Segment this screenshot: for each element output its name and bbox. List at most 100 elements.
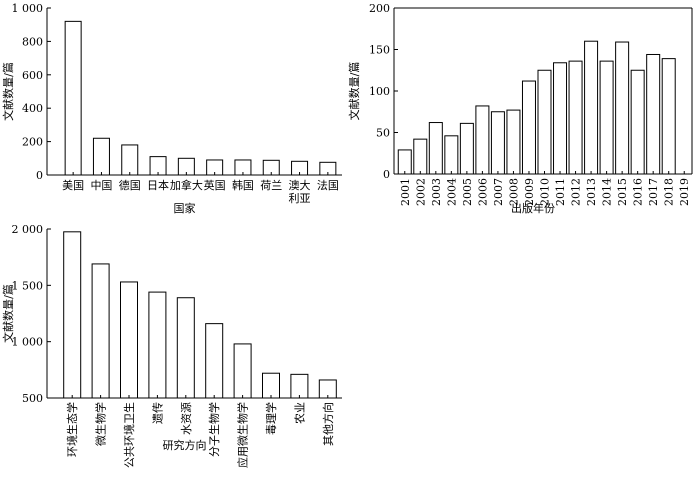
x-axis-title: 研究方向 [163,438,207,452]
x-category-label: 2018 [663,178,676,206]
bar [475,105,490,175]
x-category-label: 2006 [476,178,489,206]
x-category-label: 韩国 [232,178,254,192]
bar [459,122,474,175]
x-category-label: 法国 [317,178,339,192]
y-tick-label: 800 [22,35,43,48]
bar [205,323,224,399]
bar [506,109,521,175]
x-category-label: 2005 [461,178,474,206]
x-category-label: 2015 [616,178,629,206]
x-category-label-line: 德国 [119,178,141,192]
bar [630,69,645,175]
bar [262,372,280,399]
bar [521,80,536,175]
x-category-label: 2003 [430,178,443,206]
x-category-label: 环境生态学 [65,402,79,457]
y-tick-label: 150 [369,44,390,57]
y-tick-label: 0 [383,168,390,181]
y-tick-label: 1 000 [12,2,44,15]
bar [568,60,583,175]
x-category-label: 2012 [570,178,583,206]
y-axis-title: 文献数量/篇 [1,62,15,121]
x-category-label: 2008 [507,178,520,206]
x-category-label: 德国 [119,178,141,192]
bar [64,20,82,176]
x-category-label: 中国 [90,179,112,192]
y-tick-label: 1 500 [12,279,44,292]
x-category-label: 水资源 [179,402,193,435]
y-tick-label: 2 000 [12,223,44,236]
x-category-label: 其他方向 [321,402,335,446]
x-category-label: 2017 [647,178,660,206]
bar [553,62,568,175]
x-category-label: 毒理学 [264,402,278,435]
bar [290,373,309,399]
x-category-label: 应用微生物学 [236,402,250,468]
bar [661,58,676,175]
x-category-label: 2004 [445,178,458,206]
bar [537,69,552,175]
x-category-label: 2014 [601,178,614,206]
x-category-label: 2007 [492,178,505,206]
x-category-label-line: 日本 [147,178,169,192]
x-category-label-line: 美国 [62,179,84,192]
bar [444,135,459,175]
bar [176,297,195,399]
x-category-label-line: 澳大 [289,178,311,192]
x-category-label: 农业 [292,402,306,424]
y-tick-label: 200 [369,2,390,15]
y-tick-label: 400 [22,102,43,115]
bar [599,60,614,175]
x-category-label: 英国 [204,178,226,192]
y-tick-label: 200 [22,136,43,149]
y-tick-label: 100 [369,85,390,98]
x-category-label-line: 中国 [90,179,112,192]
country-chart: 0 200 400 600 800 1 000 美国 中国 德国 日本 加拿大 英国 韩国 荷兰 澳大利亚法… [1,2,342,215]
y-tick-label: 500 [22,392,43,405]
bar [148,291,167,399]
x-category-label: 遗传 [150,402,164,424]
bar [413,138,428,175]
bar [490,111,505,175]
research-direction-chart: 500 1 000 1 500 2 000 环境生态学 微生物学 公共环境卫生 遗传 水资源 分子… [1,223,342,468]
bar [646,53,661,175]
x-category-label-line: 荷兰 [260,179,282,192]
x-category-label-line: 利亚 [289,192,311,205]
x-category-label: 2002 [414,178,427,206]
bar [615,41,630,175]
bar [397,149,412,175]
x-category-label: 美国 [62,179,84,192]
bar [63,231,82,399]
x-category-label: 分子生物学 [207,402,221,457]
y-tick-label: 1 000 [12,336,44,349]
x-axis-title: 国家 [174,201,196,215]
x-category-label: 2010 [539,178,552,206]
x-category-label: 2016 [632,178,645,206]
x-axis-title: 出版年份 [511,201,555,215]
x-category-label: 日本 [147,178,169,192]
x-category-label: 荷兰 [260,179,282,192]
y-axis-title: 文献数量/篇 [1,284,15,343]
x-category-label: 2019 [678,178,691,206]
bar [121,144,139,176]
x-category-label: 加拿大 [170,178,203,192]
y-tick-label: 600 [22,69,43,82]
x-category-label: 2001 [399,178,412,206]
x-category-label-line: 加拿大 [170,178,203,192]
y-tick-label: 0 [36,169,43,182]
bar [91,263,110,399]
x-category-label: 2013 [585,178,598,206]
bar [428,122,443,175]
x-category-label: 微生物学 [94,402,108,446]
x-category-label-line: 韩国 [232,178,254,192]
x-category-label: 公共环境卫生 [122,402,136,468]
x-category-label: 2009 [523,178,536,206]
bar [233,343,252,399]
x-category-label-line: 英国 [204,178,226,192]
x-category-label: 澳大利亚 [289,178,311,205]
bar [92,137,110,176]
x-category-label: 2011 [554,178,567,206]
y-tick-label: 50 [376,127,390,140]
